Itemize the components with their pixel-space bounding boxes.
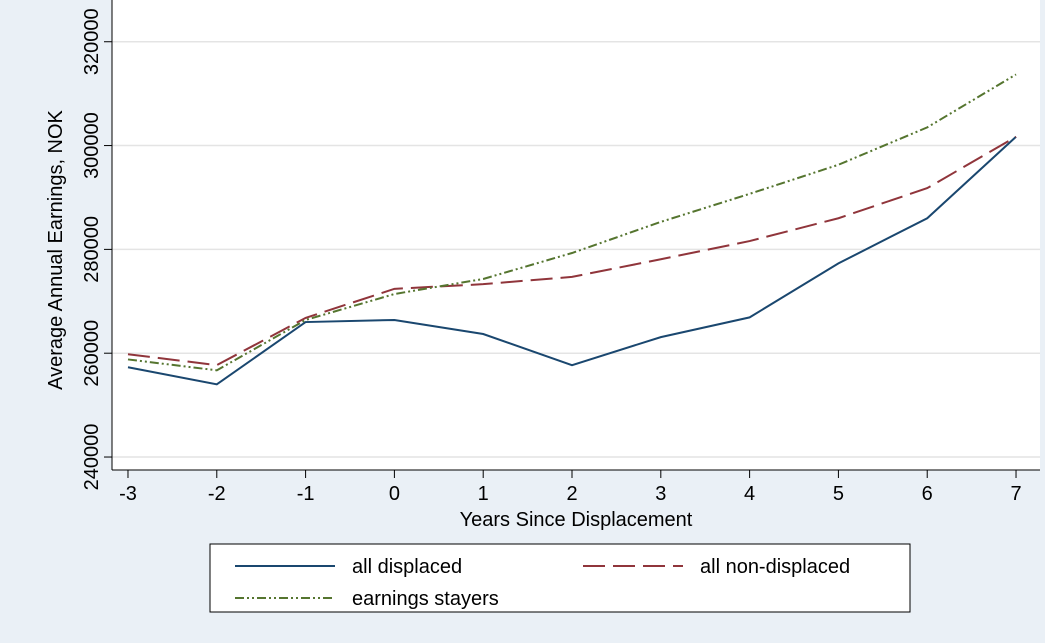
y-tick-label: 240000 xyxy=(81,424,103,491)
legend-label: all displaced xyxy=(352,556,462,578)
x-tick-label: 2 xyxy=(566,483,577,505)
x-axis-label: Years Since Displacement xyxy=(460,509,693,531)
x-tick-label: 6 xyxy=(922,483,933,505)
x-tick-label: 0 xyxy=(389,483,400,505)
x-tick-label: 1 xyxy=(478,483,489,505)
legend-label: all non-displaced xyxy=(700,556,850,578)
legend-label: earnings stayers xyxy=(352,588,499,610)
y-axis-label: Average Annual Earnings, NOK xyxy=(45,109,67,389)
x-tick-label: 3 xyxy=(655,483,666,505)
series-line xyxy=(127,136,1017,386)
y-tick-label: 260000 xyxy=(81,320,103,387)
y-tick-label: 280000 xyxy=(81,216,103,283)
legend xyxy=(209,543,911,613)
y-tick-label: 300000 xyxy=(81,112,103,179)
series-line xyxy=(127,73,1017,372)
series-line xyxy=(127,135,1017,367)
x-tick-label: 7 xyxy=(1010,483,1021,505)
x-tick-label: -3 xyxy=(119,483,137,505)
y-tick-label: 320000 xyxy=(81,8,103,75)
x-tick-label: -2 xyxy=(208,483,226,505)
plot-area xyxy=(112,0,1040,470)
x-tick-label: 5 xyxy=(833,483,844,505)
x-tick-label: 4 xyxy=(744,483,755,505)
x-tick-label: -1 xyxy=(297,483,315,505)
